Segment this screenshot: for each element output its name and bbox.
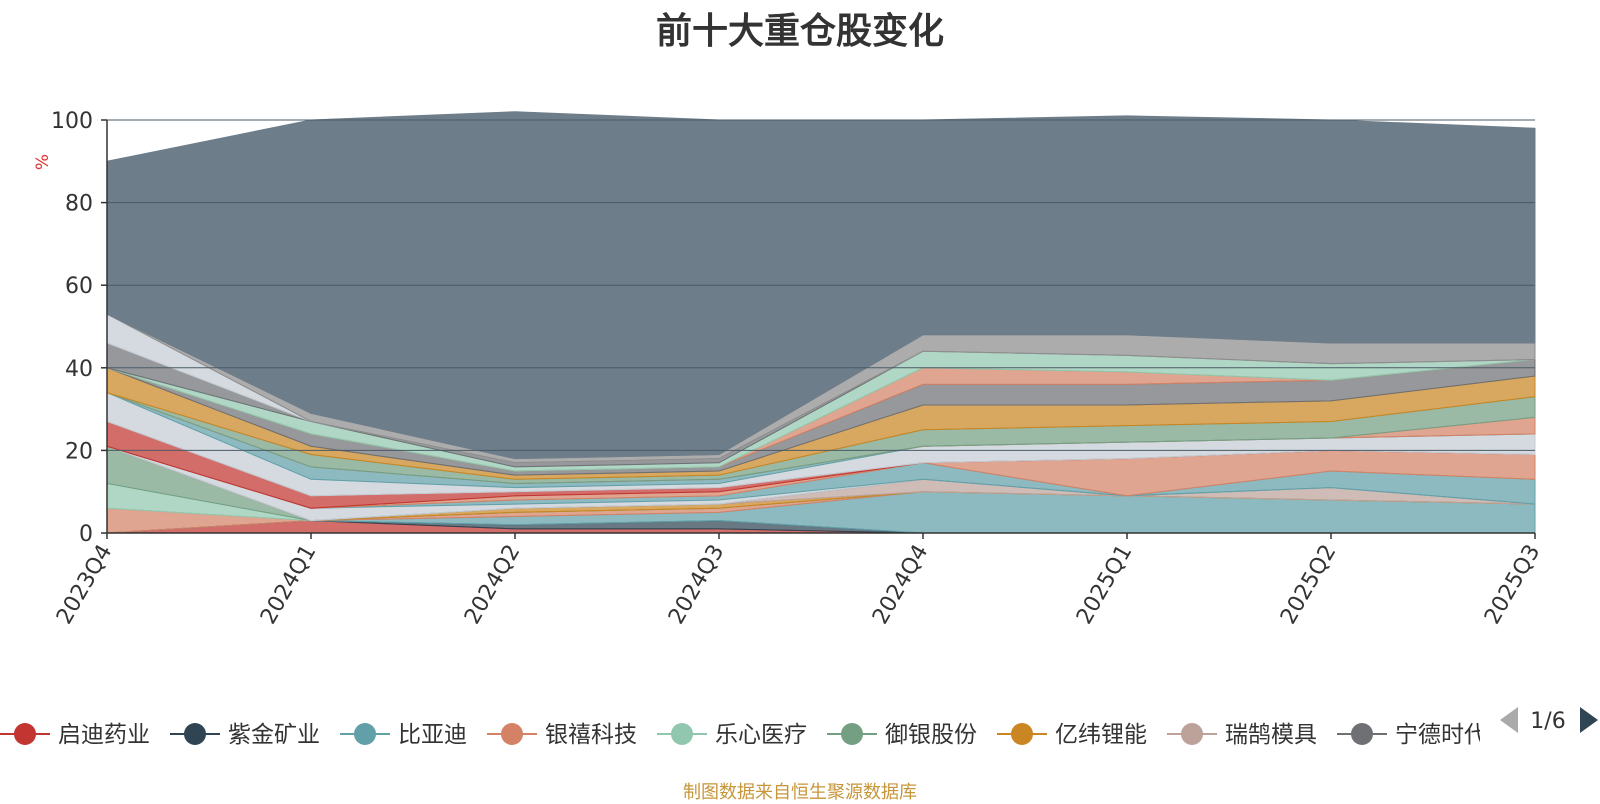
legend-label: 御银股份 <box>885 722 977 748</box>
legend-label: 乐心医疗 <box>715 722 807 748</box>
legend-label: 启迪药业 <box>58 722 150 748</box>
x-tick-label: 2023Q4 <box>52 541 117 629</box>
legend-label: 亿纬锂能 <box>1055 722 1147 748</box>
legend-item[interactable]: 银禧科技 <box>487 722 637 748</box>
legend: 启迪药业 紫金矿业 比亚迪 银禧科技 乐心医疗 御银股份 亿纬锂能 瑞鹄模具 宁德时代 <box>0 722 1487 748</box>
y-tick-label: 100 <box>51 109 93 134</box>
x-tick-label: 2024Q4 <box>868 541 933 629</box>
legend-circle-icon <box>841 723 863 745</box>
legend-pager: 1/6 <box>1500 707 1598 734</box>
grid-layer <box>107 119 1535 451</box>
x-tick-label: 2024Q2 <box>460 541 525 629</box>
legend-item[interactable]: 宁德时代 <box>1337 722 1487 748</box>
chart-canvas: 0 20 40 60 80 100 2023Q4 2024Q1 2024Q2 2024Q3 2024… <box>0 109 1598 748</box>
y-tick-label: 40 <box>65 357 93 382</box>
x-tick-label: 2024Q1 <box>256 541 321 629</box>
y-tick-label: 60 <box>65 274 93 299</box>
legend-circle-icon <box>671 723 693 745</box>
x-tick-label: 2025Q2 <box>1276 541 1341 629</box>
legend-item[interactable]: 亿纬锂能 <box>997 722 1147 748</box>
y-tick-label: 20 <box>65 439 93 464</box>
x-tick-label: 2024Q3 <box>664 541 729 629</box>
legend-item[interactable]: 御银股份 <box>827 722 977 748</box>
legend-circle-icon <box>354 723 376 745</box>
legend-item[interactable]: 瑞鹄模具 <box>1167 722 1317 748</box>
x-tick-label: 2025Q3 <box>1480 541 1545 629</box>
legend-circle-icon <box>1181 723 1203 745</box>
legend-item[interactable]: 启迪药业 <box>0 722 150 748</box>
legend-circle-icon <box>184 723 206 745</box>
legend-item[interactable]: 紫金矿业 <box>170 722 320 748</box>
y-tick-label: 0 <box>79 522 93 547</box>
legend-item[interactable]: 乐心医疗 <box>657 722 807 748</box>
x-tick-label: 2025Q1 <box>1072 541 1137 629</box>
legend-page-indicator: 1/6 <box>1530 709 1565 734</box>
legend-label: 银禧科技 <box>545 722 637 748</box>
legend-circle-icon <box>1011 723 1033 745</box>
area-series-layer <box>106 111 1536 534</box>
legend-circle-icon <box>1351 723 1373 745</box>
legend-label: 瑞鹄模具 <box>1225 722 1317 748</box>
legend-label: 紫金矿业 <box>228 722 320 748</box>
y-axis-label: % <box>33 154 53 170</box>
legend-label: 宁德时代 <box>1395 722 1487 748</box>
legend-circle-icon <box>14 723 36 745</box>
chart-title: 前十大重仓股变化 <box>655 11 944 52</box>
y-tick-label: 80 <box>65 192 93 217</box>
legend-prev-arrow-icon[interactable] <box>1500 707 1518 733</box>
legend-next-arrow-icon[interactable] <box>1580 707 1598 733</box>
legend-circle-icon <box>501 723 523 745</box>
legend-item[interactable]: 比亚迪 <box>340 722 467 748</box>
legend-label: 比亚迪 <box>398 722 467 748</box>
data-source-footer: 制图数据来自恒生聚源数据库 <box>683 782 917 803</box>
